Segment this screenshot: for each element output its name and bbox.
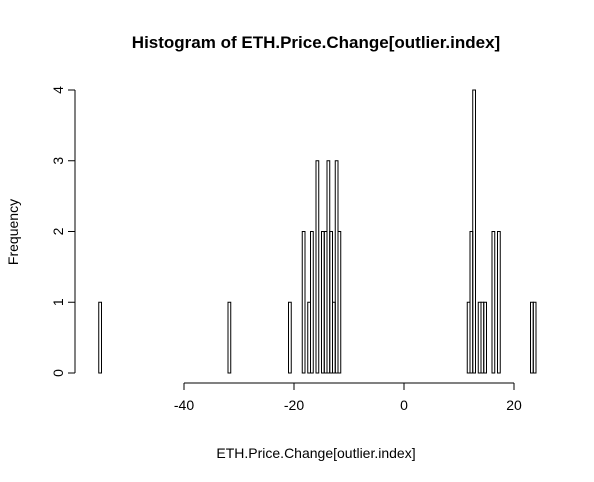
histogram-bar — [532, 301, 537, 374]
histogram-bars — [98, 89, 537, 374]
x-tick-label: -20 — [284, 397, 304, 413]
y-tick-label: 0 — [50, 369, 66, 377]
y-tick-label: 3 — [50, 157, 66, 165]
chart-title: Histogram of ETH.Price.Change[outlier.in… — [132, 33, 500, 52]
histogram-bar — [315, 160, 320, 374]
histogram-bar — [497, 231, 501, 374]
histogram-bar — [98, 301, 102, 374]
histogram-bar — [288, 301, 292, 374]
y-tick-label: 2 — [50, 227, 66, 235]
histogram-bar — [491, 231, 496, 374]
histogram-bar — [483, 301, 487, 374]
histogram-bar — [310, 231, 314, 374]
x-tick-label: 20 — [506, 397, 522, 413]
x-axis-label: ETH.Price.Change[outlier.index] — [216, 445, 415, 461]
histogram-bar — [337, 231, 342, 374]
x-tick-label: -40 — [174, 397, 194, 413]
histogram-bar — [472, 89, 476, 374]
y-axis: 0 1 2 3 4 — [50, 86, 76, 377]
histogram-bar — [301, 231, 306, 374]
x-tick-label: 0 — [400, 397, 408, 413]
y-axis-label: Frequency — [5, 199, 21, 265]
y-tick-label: 1 — [50, 298, 66, 306]
x-axis: -40 -20 0 20 — [174, 382, 522, 413]
histogram-bar — [227, 301, 232, 374]
y-tick-label: 4 — [50, 86, 66, 94]
